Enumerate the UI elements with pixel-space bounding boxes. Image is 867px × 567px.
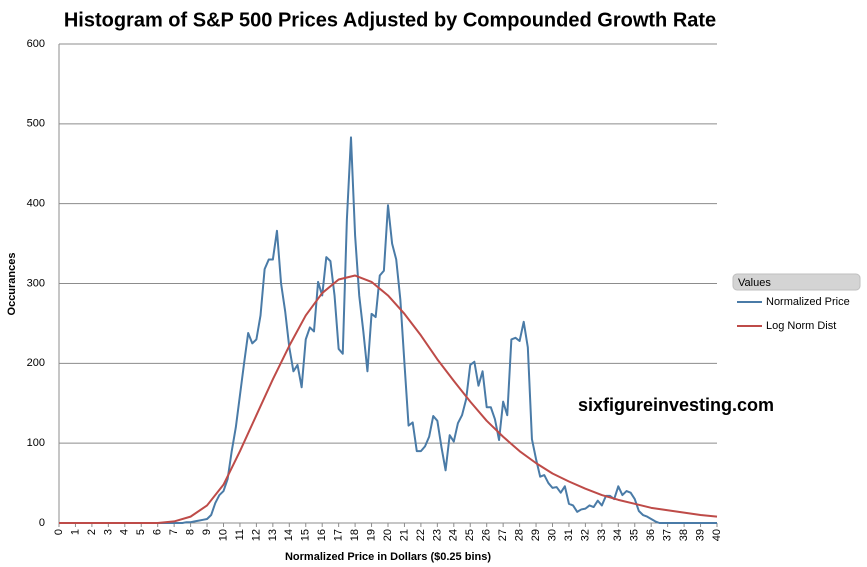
x-tick-label: 31 [563,529,575,541]
chart-title: Histogram of S&P 500 Prices Adjusted by … [64,9,716,31]
x-tick-label: 18 [349,529,361,541]
annotation: sixfigureinvesting.com [578,395,774,415]
x-tick-label: 28 [514,529,526,541]
y-tick-label: 0 [39,517,45,529]
series-line [59,136,717,524]
x-tick-label: 40 [711,529,723,541]
y-tick-label: 500 [27,118,45,130]
x-tick-label: 9 [201,529,213,535]
x-tick-label: 34 [612,529,624,541]
y-tick-label: 200 [27,357,45,369]
x-tick-label: 2 [86,529,98,535]
x-tick-label: 23 [431,529,443,541]
x-tick-label: 0 [53,529,65,535]
x-tick-label: 10 [217,529,229,541]
y-axis-label: Occurances [6,253,18,316]
x-tick-label: 5 [135,529,147,535]
y-tick-label: 600 [27,38,45,50]
x-tick-label: 30 [546,529,558,541]
x-tick-label: 27 [497,529,509,541]
y-tick-label: 400 [27,198,45,210]
x-tick-label: 39 [694,529,706,541]
x-tick-label: 38 [678,529,690,541]
x-tick-label: 15 [300,529,312,541]
x-tick-label: 1 [69,529,81,535]
x-tick-label: 32 [579,529,591,541]
x-tick-label: 17 [333,529,345,541]
x-tick-label: 16 [316,529,328,541]
y-tick-label: 300 [27,277,45,289]
x-tick-label: 3 [102,529,114,535]
legend-title-bg [732,273,861,291]
x-tick-label: 37 [662,529,674,541]
x-tick-label: 12 [250,529,262,541]
legend-label: Normalized Price [766,296,850,308]
x-tick-label: 25 [464,529,476,541]
x-tick-label: 7 [168,529,180,535]
x-tick-label: 19 [365,529,377,541]
x-tick-label: 21 [398,529,410,541]
x-axis-label: Normalized Price in Dollars ($0.25 bins) [285,551,491,563]
legend-title: Values [738,277,771,289]
x-tick-label: 4 [119,529,131,535]
x-tick-label: 33 [596,529,608,541]
x-tick-label: 36 [645,529,657,541]
x-tick-label: 29 [530,529,542,541]
x-tick-label: 24 [448,529,460,541]
x-tick-label: 26 [481,529,493,541]
series-line [59,274,718,524]
x-tick-label: 14 [283,529,295,541]
x-tick-label: 11 [234,529,246,540]
x-tick-label: 6 [152,529,164,535]
legend-label: Log Norm Dist [766,320,836,332]
x-tick-label: 35 [629,529,641,541]
x-tick-label: 22 [415,529,427,541]
x-tick-label: 13 [267,529,279,541]
x-tick-label: 20 [382,529,394,541]
y-tick-label: 100 [27,437,45,449]
x-tick-label: 8 [185,529,197,535]
